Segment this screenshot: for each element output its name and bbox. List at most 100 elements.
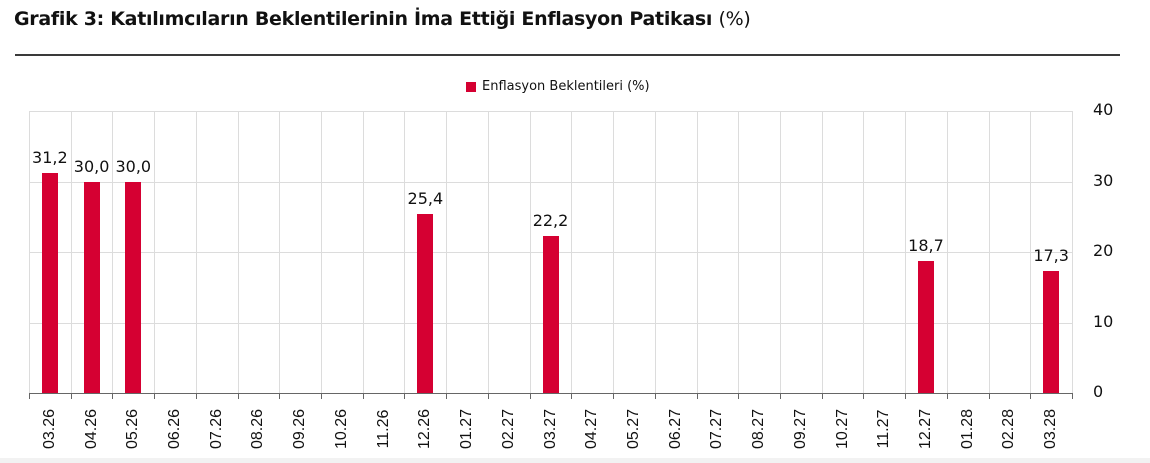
x-tick: [154, 393, 155, 399]
v-gridline: [238, 111, 239, 393]
bar-value-label: 30,0: [73, 156, 110, 176]
y-tick-label: 30: [1093, 170, 1114, 190]
v-gridline: [154, 111, 155, 393]
x-tick-label: 10.27: [833, 408, 851, 450]
x-tick-label: 05.27: [624, 408, 642, 450]
v-gridline: [905, 111, 906, 393]
x-tick-label: 06.27: [666, 408, 684, 450]
bar: [41, 173, 58, 393]
x-tick-label: 08.26: [249, 408, 267, 450]
title-separator: [15, 54, 1120, 56]
x-tick-label: 03.27: [541, 408, 559, 450]
bar: [125, 181, 142, 393]
legend-label: Enflasyon Beklentileri (%): [482, 79, 650, 94]
x-tick-label: 03.28: [1042, 408, 1060, 450]
chart-title-unit: (%): [718, 8, 751, 30]
bar: [542, 236, 559, 393]
x-tick-label: 10.26: [332, 408, 350, 450]
x-tick-label: 06.26: [166, 408, 184, 450]
x-axis-line: [29, 393, 1072, 394]
x-tick: [989, 393, 990, 399]
v-gridline: [822, 111, 823, 393]
bar-value-label: 17,3: [1033, 246, 1069, 266]
v-gridline: [530, 111, 531, 393]
x-tick: [238, 393, 239, 399]
x-tick: [1072, 393, 1073, 399]
h-gridline: [29, 111, 1072, 112]
x-tick: [863, 393, 864, 399]
v-gridline: [947, 111, 948, 393]
v-gridline: [613, 111, 614, 393]
x-tick-label: 04.27: [583, 408, 601, 450]
x-tick-label: 09.26: [291, 408, 309, 450]
bar-value-label: 30,0: [115, 156, 152, 176]
x-tick: [363, 393, 364, 399]
y-tick-label: 0: [1093, 382, 1104, 401]
x-tick-label: 11.26: [374, 409, 392, 449]
v-gridline: [321, 111, 322, 393]
bar-value-label: 25,4: [407, 188, 444, 208]
bar: [1043, 271, 1060, 393]
v-gridline: [71, 111, 72, 393]
x-tick: [530, 393, 531, 399]
chart-title: Grafik 3: Katılımcıların Beklentilerinin…: [14, 8, 751, 30]
x-tick: [613, 393, 614, 399]
x-tick-label: 11.27: [875, 409, 893, 449]
bar-value-label: 31,2: [32, 148, 68, 168]
x-tick: [446, 393, 447, 399]
x-tick-label: 01.27: [458, 408, 476, 450]
v-gridline: [738, 111, 739, 393]
x-tick: [822, 393, 823, 399]
bar: [417, 213, 434, 393]
x-tick-label: 07.27: [708, 408, 726, 450]
v-gridline: [780, 111, 781, 393]
v-gridline: [571, 111, 572, 393]
v-gridline: [1030, 111, 1031, 393]
x-tick-label: 09.27: [791, 408, 809, 450]
x-tick: [697, 393, 698, 399]
x-tick: [947, 393, 948, 399]
y-tick-label: 10: [1093, 311, 1114, 331]
bar: [83, 181, 100, 393]
v-gridline: [196, 111, 197, 393]
x-tick: [321, 393, 322, 399]
x-tick-label: 05.26: [124, 408, 142, 450]
x-tick: [404, 393, 405, 399]
x-tick-label: 02.28: [1000, 408, 1018, 450]
chart-title-text: Grafik 3: Katılımcıların Beklentilerinin…: [14, 8, 713, 30]
bottom-strip: [0, 458, 1150, 463]
v-gridline: [29, 111, 30, 393]
x-tick-label: 03.26: [40, 408, 58, 450]
v-gridline: [404, 111, 405, 393]
x-tick: [279, 393, 280, 399]
h-gridline: [29, 181, 1072, 183]
x-tick: [1030, 393, 1031, 399]
x-tick-label: 08.27: [750, 408, 768, 450]
legend-swatch-icon: [466, 81, 476, 92]
bar-value-label: 22,2: [532, 211, 569, 231]
x-tick-label: 01.28: [958, 408, 976, 450]
bar-value-label: 18,7: [908, 236, 944, 256]
v-gridline: [697, 111, 698, 393]
y-tick-label: 40: [1093, 100, 1114, 119]
x-tick: [655, 393, 656, 399]
x-tick-label: 04.26: [82, 408, 100, 450]
v-gridline: [279, 111, 280, 393]
v-gridline: [446, 111, 447, 393]
x-tick-label: 12.27: [916, 408, 934, 450]
v-gridline: [112, 111, 113, 393]
chart-legend: Enflasyon Beklentileri (%): [466, 79, 650, 94]
v-gridline: [363, 111, 364, 393]
x-tick: [780, 393, 781, 399]
x-tick: [488, 393, 489, 399]
v-gridline: [1072, 111, 1073, 393]
x-tick: [71, 393, 72, 399]
bar: [917, 261, 934, 393]
v-gridline: [863, 111, 864, 393]
x-tick-label: 07.26: [207, 408, 225, 450]
x-tick-label: 02.27: [499, 408, 517, 450]
x-tick: [29, 393, 30, 399]
y-tick-label: 20: [1093, 241, 1114, 260]
v-gridline: [488, 111, 489, 393]
x-tick-label: 12.26: [416, 408, 434, 450]
